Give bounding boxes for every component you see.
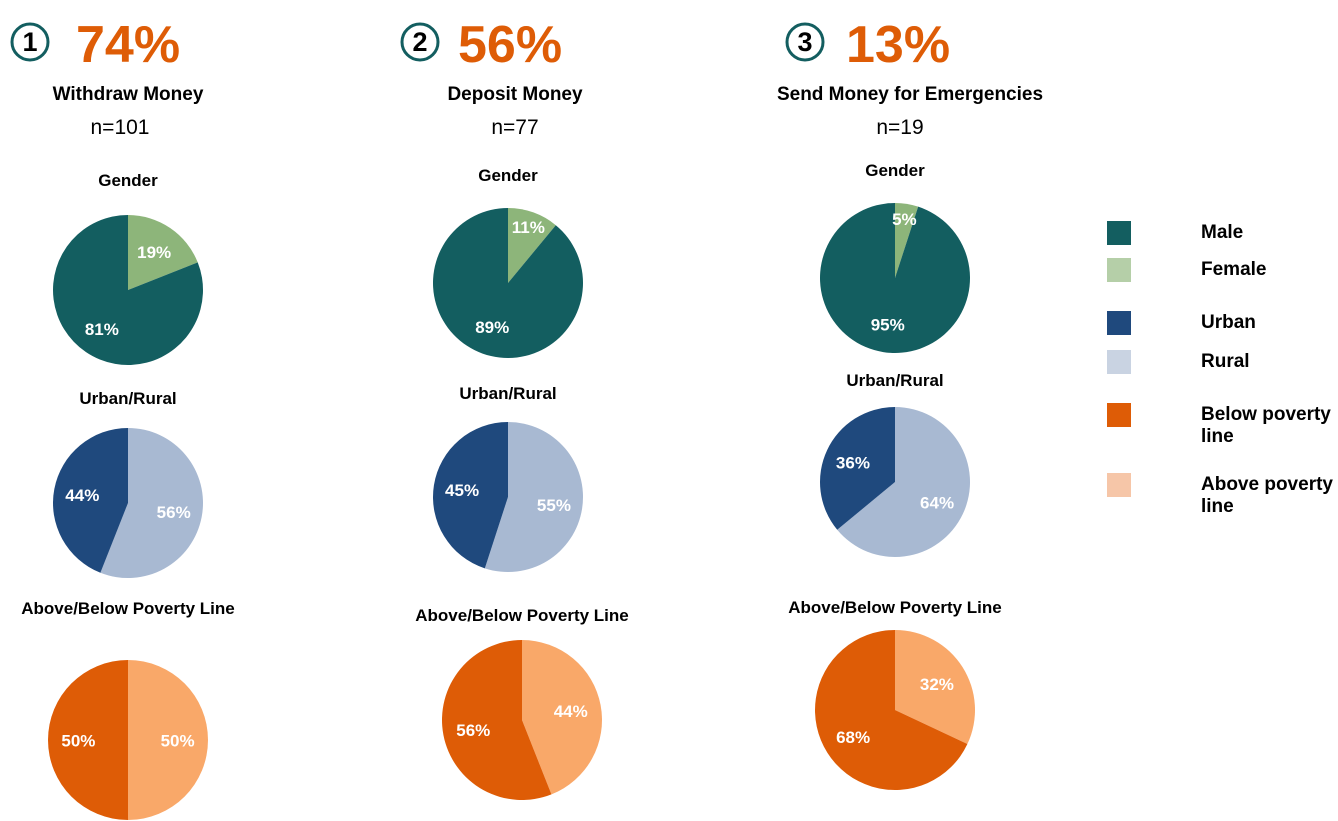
legend-label: Urban [1201,312,1256,333]
pie-slice [508,208,556,283]
pie-slice [819,407,895,530]
pie-slice [484,422,584,572]
legend-label: Male [1201,222,1244,243]
pie-slice [53,215,204,366]
pie-slice [48,660,128,820]
legend-label: Rural [1201,351,1250,372]
pie-title: Above/Below Poverty Line [21,599,235,618]
sample-size: n=101 [90,116,150,139]
pie-slice [53,428,128,573]
pie-title: Above/Below Poverty Line [788,598,1002,617]
pie-title: Gender [98,171,158,190]
data-label: 81% [85,320,119,339]
data-label: 50% [61,731,95,750]
legend-swatch [1107,221,1131,245]
legend-swatch [1107,473,1131,497]
pie-slice [128,215,198,290]
data-label: 55% [537,496,571,515]
data-label: 50% [161,731,195,750]
pie-title: Above/Below Poverty Line [415,606,629,625]
pie-title: Gender [865,161,925,180]
legend-swatch [1107,258,1131,282]
data-label: 32% [920,675,954,694]
data-label: 36% [836,454,870,473]
number-badge [400,22,440,62]
data-label: 89% [475,318,509,337]
panel-number: 3 [797,27,812,57]
panel-number: 2 [412,27,427,57]
data-label: 45% [445,481,479,500]
headline: 13% [846,16,951,74]
pie-title: Urban/Rural [459,384,557,403]
legend-swatch [1107,403,1131,427]
data-label: 44% [554,702,588,721]
data-label: 56% [456,721,490,740]
pie-title: Urban/Rural [846,371,944,390]
pie-slice [433,422,508,569]
headline: 56% [458,16,563,74]
pie-slice [442,640,552,800]
data-label: 95% [871,315,905,334]
data-label: 5% [892,210,917,229]
sample-size: n=77 [491,116,539,139]
pie-slice [815,630,968,790]
panel-title: Deposit Money [447,84,583,105]
pie-slice [522,640,603,795]
pie-slice [895,203,919,278]
headline: 74% [76,16,181,74]
number-badge [785,22,825,62]
pie-slice [100,428,204,578]
data-label: 64% [920,493,954,512]
number-badge [10,22,50,62]
legend-label: Below poverty line [1201,404,1331,447]
sample-size: n=19 [876,116,924,139]
pie-slice [128,660,208,820]
pie-slice [433,208,584,359]
data-label: 44% [65,486,99,505]
pie-title: Urban/Rural [79,389,177,408]
pie-slice [820,203,970,353]
panel-title: Send Money for Emergencies [776,84,1044,105]
legend-label: Above poverty line [1201,474,1333,517]
panel-title: Withdraw Money [52,84,204,105]
legend-swatch [1107,350,1131,374]
data-label: 11% [512,218,545,237]
data-label: 56% [157,503,191,522]
pie-slice [837,407,970,557]
panel-number: 1 [22,27,37,57]
legend-label: Female [1201,259,1267,280]
pie-slice [895,630,976,745]
pie-title: Gender [478,166,538,185]
data-label: 19% [137,243,171,262]
data-label: 68% [836,728,870,747]
legend-swatch [1107,311,1131,335]
